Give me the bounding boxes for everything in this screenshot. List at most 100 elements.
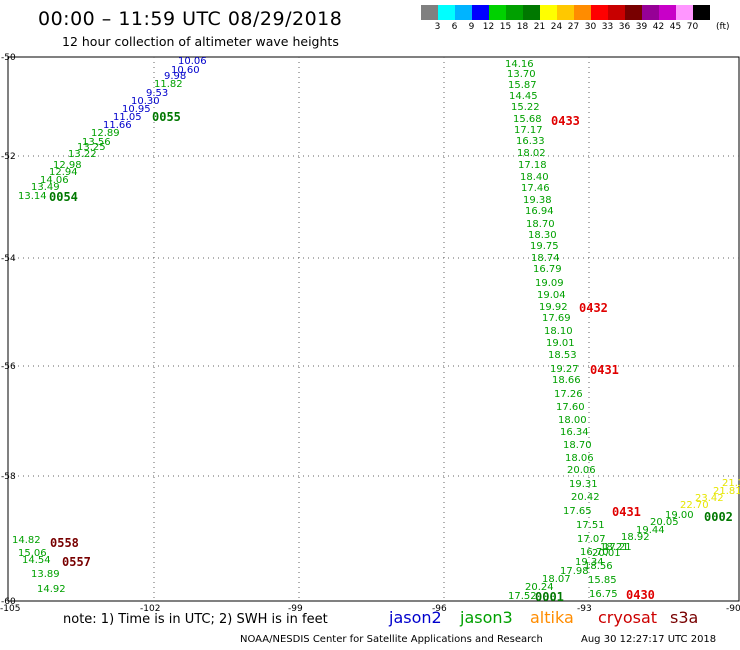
swh-value-label: 9.53	[146, 88, 168, 99]
swh-value-label: 18.56	[584, 561, 613, 572]
swh-value-label: 16.34	[560, 427, 589, 438]
swh-value-label: 17.52	[508, 591, 537, 602]
latitude-label: -58	[1, 472, 16, 482]
footer-credit: NOAA/NESDIS Center for Satellite Applica…	[240, 634, 543, 645]
legend-label: 70	[686, 22, 699, 32]
swh-value-label: 14.16	[505, 59, 534, 70]
swh-value-label: 14.82	[12, 535, 41, 546]
swh-value-label: 13.14	[18, 191, 47, 202]
swh-value-label: 18.30	[528, 230, 557, 241]
swh-value-label: 17.69	[542, 313, 571, 324]
swh-value-label: 18.06	[565, 453, 594, 464]
swh-value-label: 14.45	[509, 91, 538, 102]
swh-value-label: 15.87	[508, 80, 537, 91]
swh-value-label: 20.01	[592, 548, 621, 559]
pass-time-label: 0431	[590, 363, 619, 377]
pass-time-label: 0055	[152, 110, 181, 124]
legend-swatch	[591, 5, 608, 20]
swh-value-label: 9.98	[164, 71, 186, 82]
swh-value-label: 10.95	[122, 104, 151, 115]
legend-swatch	[438, 5, 455, 20]
swh-value-label: 11.66	[103, 120, 132, 131]
swh-value-label: 20.05	[650, 517, 679, 528]
swh-value-label: 18.02	[517, 148, 546, 159]
legend-label: 18	[516, 22, 529, 32]
swh-value-label: 19.44	[636, 525, 665, 536]
longitude-label: -96	[432, 604, 447, 614]
pass-time-label: 0557	[62, 555, 91, 569]
swh-value-label: 21.81	[713, 486, 740, 497]
swh-value-label: 13.89	[31, 569, 60, 580]
swh-value-label: 19.04	[537, 290, 566, 301]
longitude-label: -93	[577, 604, 592, 614]
swh-value-label: 16.70	[580, 547, 609, 558]
map-subtitle: 12 hour collection of altimeter wave hei…	[62, 34, 339, 49]
latitude-label: -60	[1, 597, 16, 607]
swh-value-label: 13.22	[68, 149, 97, 160]
legend-swatch	[574, 5, 591, 20]
legend-swatch	[472, 5, 489, 20]
pass-time-label: 0430	[626, 588, 655, 602]
swh-value-label: 22.70	[680, 500, 709, 511]
swh-value-label: 15.06	[18, 548, 47, 559]
swh-value-label: 20.06	[567, 465, 596, 476]
longitude-label: -105	[0, 604, 20, 614]
swh-value-label: 20.24	[525, 582, 554, 593]
footer-timestamp: Aug 30 12:27:17 UTC 2018	[581, 634, 717, 645]
swh-value-label: 15.85	[588, 575, 617, 586]
legend-label: 30	[584, 22, 597, 32]
swh-value-label: 19.01	[546, 338, 575, 349]
swh-value-label: 18.92	[621, 532, 650, 543]
legend-swatch	[693, 5, 710, 20]
legend-swatch	[625, 5, 642, 20]
legend-label: 36	[618, 22, 631, 32]
legend-swatch	[557, 5, 574, 20]
legend-label: 24	[550, 22, 563, 32]
latitude-label: -52	[1, 152, 16, 162]
pass-time-label: 0558	[50, 536, 79, 550]
swh-value-label: 18.10	[544, 326, 573, 337]
swh-value-label: 10.06	[178, 56, 207, 67]
legend-label: 33	[601, 22, 614, 32]
swh-value-label: 14.92	[37, 584, 66, 595]
satellite-name-jason3: jason3	[460, 608, 513, 627]
swh-value-label: 17.60	[556, 402, 585, 413]
swh-value-label: 17.17	[514, 125, 543, 136]
swh-value-label: 13.56	[82, 137, 111, 148]
swh-value-label: 21.22	[722, 478, 740, 489]
latitude-label: -50	[1, 53, 16, 63]
legend-label: 45	[669, 22, 682, 32]
swh-value-label: 17.07	[577, 534, 606, 545]
swh-value-label: 17.98	[560, 566, 589, 577]
swh-value-label: 18.40	[520, 172, 549, 183]
swh-value-label: 18.70	[526, 219, 555, 230]
longitude-label: -99	[288, 604, 303, 614]
swh-value-label: 19.38	[523, 195, 552, 206]
map-frame	[7, 56, 740, 602]
legend-swatch	[608, 5, 625, 20]
swh-value-label: 19.09	[535, 278, 564, 289]
swh-value-label: 18.21	[600, 542, 629, 553]
swh-value-label: 17.18	[518, 160, 547, 171]
satellite-name-jason2: jason2	[389, 608, 442, 627]
swh-value-label: 18.53	[548, 350, 577, 361]
swh-value-label: 14.54	[22, 555, 51, 566]
swh-value-label: 15.22	[511, 102, 540, 113]
swh-value-label: 18.70	[563, 440, 592, 451]
legend-swatch	[421, 5, 438, 20]
swh-value-label: 10.30	[131, 96, 160, 107]
swh-value-label: 17.65	[563, 506, 592, 517]
swh-value-label: 16.33	[516, 136, 545, 147]
swh-value-label: 12.89	[91, 128, 120, 139]
legend-swatch	[642, 5, 659, 20]
latitude-label: -54	[1, 254, 16, 264]
legend-label: 15	[499, 22, 512, 32]
swh-value-label: 12.94	[49, 167, 78, 178]
legend-unit: (ft)	[716, 22, 730, 32]
swh-value-label: 16.79	[533, 264, 562, 275]
swh-value-label: 18.07	[542, 574, 571, 585]
swh-value-label: 18.66	[552, 375, 581, 386]
satellite-name-altika: altika	[530, 608, 574, 627]
pass-time-label: 0054	[49, 190, 78, 204]
